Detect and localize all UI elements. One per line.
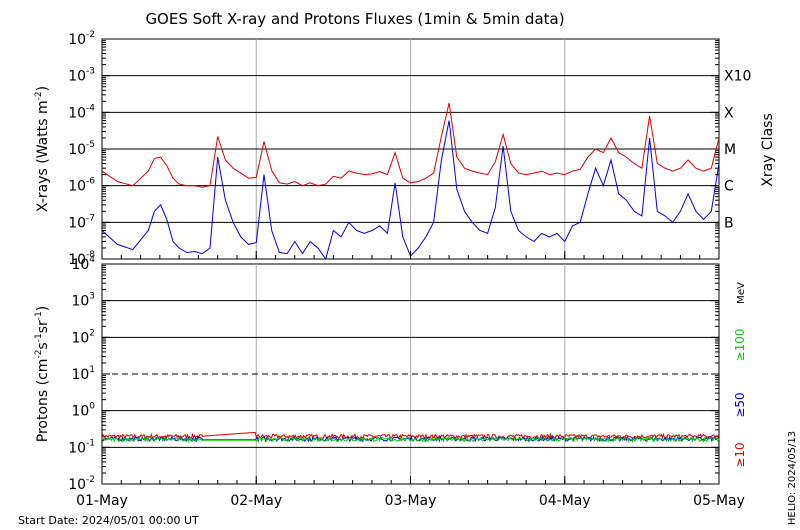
proton-y-tick-label: 10-1 xyxy=(68,438,95,456)
energy-label: ≥10 xyxy=(733,442,747,467)
energy-unit-label: MeV xyxy=(736,282,747,304)
helio-date: HELIO: 2024/05/13 xyxy=(787,431,798,525)
x-tick-label: 04-May xyxy=(539,493,591,509)
x-tick-label: 02-May xyxy=(230,493,282,509)
xray-class-axis-label: Xray Class xyxy=(760,113,776,187)
energy-label: ≥50 xyxy=(733,392,747,417)
xray-class-label: X xyxy=(724,105,734,121)
xray-y-tick-label: 10-7 xyxy=(68,213,95,231)
x-tick-label: 01-May xyxy=(76,493,128,509)
start-date: Start Date: 2024/05/01 00:00 UT xyxy=(18,514,199,527)
chart-title: GOES Soft X-ray and Protons Fluxes (1min… xyxy=(145,10,564,28)
proton-y-tick-label: 103 xyxy=(71,292,95,310)
xray-short-series xyxy=(101,120,720,261)
xray-long-series xyxy=(101,102,720,188)
xray-class-label: M xyxy=(724,142,736,158)
proton-series-ge100 xyxy=(101,435,720,444)
xray-y-tick-label: 10-8 xyxy=(68,250,95,268)
proton-y-tick-label: 102 xyxy=(71,328,95,346)
proton-y-tick-label: 10-2 xyxy=(68,475,95,493)
proton-y-axis-label: Protons (cm-2s-1sr-1) xyxy=(34,306,51,442)
xray-y-axis-label: X-rays (Watts m-2) xyxy=(34,86,51,212)
xray-y-tick-label: 10-3 xyxy=(68,67,95,85)
proton-y-tick-label: 101 xyxy=(71,365,95,383)
proton-y-tick-label: 104 xyxy=(71,255,95,273)
xray-y-tick-label: 10-4 xyxy=(68,103,95,121)
xray-class-label: C xyxy=(724,179,734,195)
x-tick-label: 03-May xyxy=(385,493,437,509)
xray-y-tick-label: 10-2 xyxy=(68,30,95,48)
proton-series-ge10 xyxy=(101,431,720,441)
energy-label: ≥100 xyxy=(733,329,747,362)
proton-y-tick-label: 100 xyxy=(71,402,95,420)
xray-class-label: X10 xyxy=(724,69,751,85)
xray-y-tick-label: 10-5 xyxy=(68,140,95,158)
x-tick-label: 05-May xyxy=(693,493,745,509)
xray-y-tick-label: 10-6 xyxy=(68,177,95,195)
xray-class-label: B xyxy=(724,215,734,231)
